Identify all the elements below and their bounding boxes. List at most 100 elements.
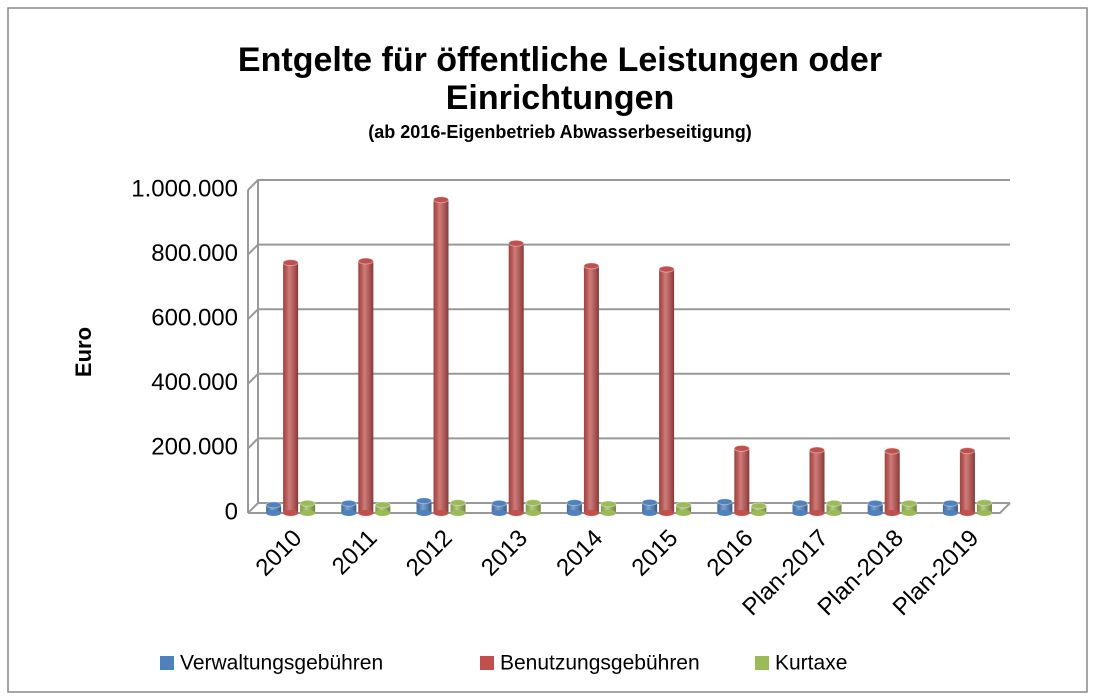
bar-group [600,500,617,516]
bar-cap [884,447,901,455]
bar-group [508,239,525,516]
bar-cap [959,447,976,455]
bar-group [299,499,316,516]
bar-group [374,501,391,516]
y-tick-label: 400.000 [151,369,238,396]
bar-base [642,510,658,516]
bar-base [826,510,842,516]
bar-group [525,499,542,516]
bar-cap [716,498,733,506]
bar-base [525,510,541,516]
bar-base [341,510,357,516]
bar-shade [734,448,750,513]
bar-shade [433,199,449,513]
bar-shade [867,503,883,513]
bar-group [826,499,842,516]
bar-group [658,265,675,516]
legend-label: Verwaltungsgebühren [180,652,383,675]
bar-base [266,510,282,516]
bar-group [433,196,449,516]
legend-swatch [160,656,174,670]
bar-shade [600,503,616,513]
bar-group [450,499,466,516]
bar-shade [751,505,767,513]
grid-line [247,179,1010,191]
bar-shade [976,502,992,513]
grid-line [247,437,1010,450]
bar-base [416,510,432,516]
grid-line [247,308,1010,320]
bar-shade [300,503,316,513]
bar-group [675,501,692,516]
bar-shade [809,450,825,513]
bar-base [676,510,692,516]
bar-base [583,510,599,516]
bar-group [884,447,901,516]
bar-base [659,510,675,516]
bar-group [976,499,993,516]
bar-shade [283,262,299,513]
bar-group [942,499,959,516]
bar-cap [357,257,374,265]
bar-cap [566,499,583,507]
bar-group [959,447,976,516]
bar-shade [642,502,658,513]
bar-base [433,510,449,516]
bar-cap [675,501,692,509]
bar-base [976,510,992,516]
bar-group [340,499,357,516]
bar-cap [809,446,825,454]
bar-group [750,502,767,516]
bar-base [508,510,524,516]
bar-cap [583,262,600,270]
bar-base [901,510,917,516]
bar-group [716,498,733,516]
bar-cap [491,499,508,507]
bar-base [491,510,507,516]
bar-cap [433,196,449,204]
bar-cap [942,499,959,507]
bar-group [901,499,918,516]
bar-cap [416,497,432,505]
bar-base [751,510,767,516]
bar-cap [867,499,884,507]
bar-group [809,446,825,516]
bar-shade [792,503,808,513]
bar-base [942,510,958,516]
chart-title: Einrichtungen [446,79,675,117]
bar-cap [299,499,316,507]
bar-base [300,510,316,516]
bar-shade [491,503,507,513]
bar-base [375,510,391,516]
bar-cap [508,239,525,247]
bar-base [717,510,733,516]
bar-base [734,510,750,516]
bar-group [792,499,808,516]
bar-shade [508,243,524,514]
bar-shade [942,503,958,513]
bar-base [809,510,825,516]
bar-shade [826,503,842,513]
bar-shade [375,504,391,513]
grid-line [247,243,1010,256]
bar-base [792,510,808,516]
bar-group [282,259,299,516]
bar-shade [525,502,541,513]
bar-cap [600,500,617,508]
bar-base [959,510,975,516]
bar-cap [450,499,466,507]
bar-shade [358,261,374,513]
bar-group [641,498,658,516]
bar-cap [901,499,918,507]
bar-shade [901,503,917,513]
bar-group [867,499,884,516]
bar-base [884,510,900,516]
bar-shade [566,502,582,513]
bar-shade [676,504,692,513]
bar-base [450,510,466,516]
bar-shade [959,450,975,513]
bar-cap [340,499,357,507]
bar-shade [341,503,357,513]
chart-subtitle: (ab 2016-Eigenbetrieb Abwasserbeseitigun… [368,122,751,142]
bar-cap [282,259,299,267]
